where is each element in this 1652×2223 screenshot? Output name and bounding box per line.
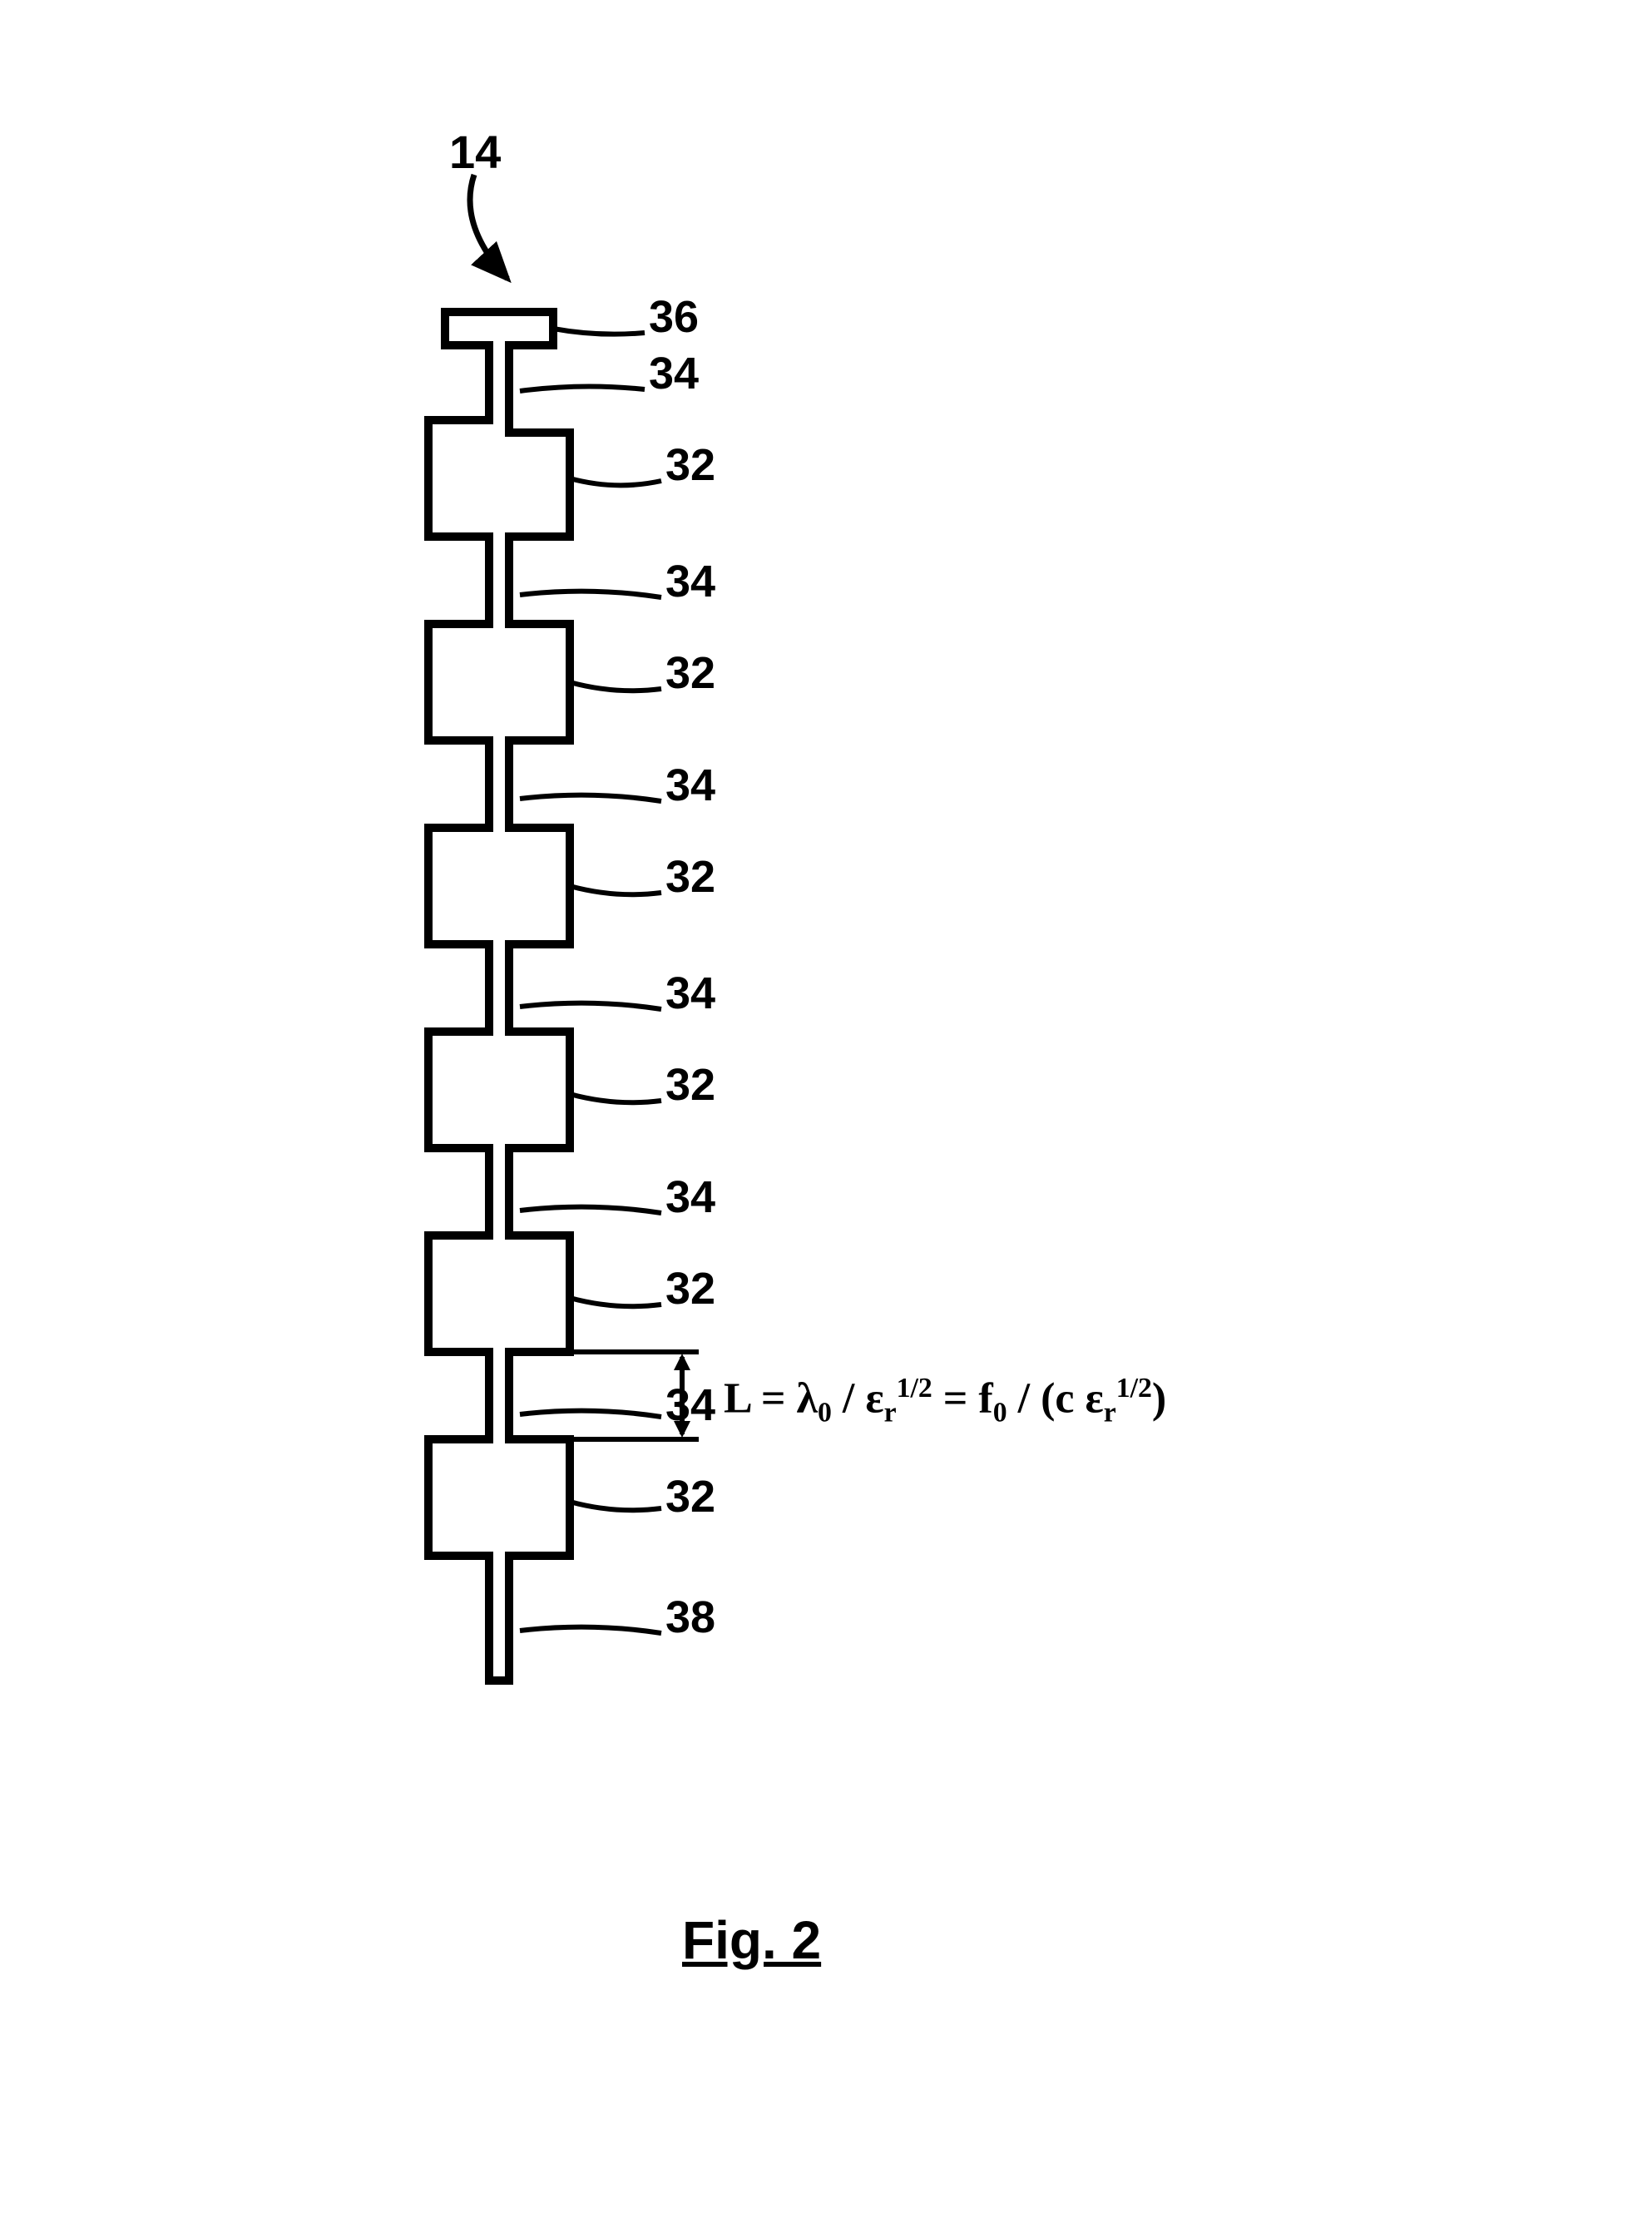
eq-close: ) [1152,1374,1166,1422]
ref-label-36-0: 36 [649,291,699,343]
ref-label-32-6: 32 [665,851,715,903]
eq-exp2: 1/2 [1116,1373,1152,1404]
eq-eps2-sub: r [1104,1398,1116,1428]
eq-eps2: ε [1086,1374,1104,1422]
eq-lambda: λ [796,1374,818,1422]
eq-eps1: ε [865,1374,883,1422]
length-equation: L = λ0 / εr1/2 = f0 / (c εr1/2) [724,1373,1166,1429]
eq-eq2: = [932,1374,979,1422]
eq-exp1: 1/2 [897,1373,932,1404]
eq-f-sub: 0 [993,1398,1007,1428]
eq-f: f [978,1374,992,1422]
ref-label-32-12: 32 [665,1471,715,1522]
figure-caption: Fig. 2 [682,1909,821,1971]
ref-label-34-11: 34 [665,1379,715,1431]
ref-label-14: 14 [449,125,501,179]
ref-label-34-1: 34 [649,348,699,399]
ref-label-34-5: 34 [665,760,715,811]
eq-eps1-sub: r [884,1398,897,1428]
eq-slash2: / (c [1007,1374,1086,1422]
eq-lambda-sub: 0 [818,1398,832,1428]
ref-label-34-3: 34 [665,556,715,607]
eq-L: L = [724,1374,796,1422]
ref-label-32-8: 32 [665,1059,715,1111]
ref-label-34-9: 34 [665,1171,715,1223]
antenna-diagram [0,0,1652,2223]
ref-label-38-13: 38 [665,1592,715,1643]
eq-slash1: / [832,1374,865,1422]
ref-label-32-4: 32 [665,647,715,699]
ref-label-34-7: 34 [665,968,715,1019]
ref-label-32-10: 32 [665,1263,715,1314]
ref-label-32-2: 32 [665,439,715,491]
